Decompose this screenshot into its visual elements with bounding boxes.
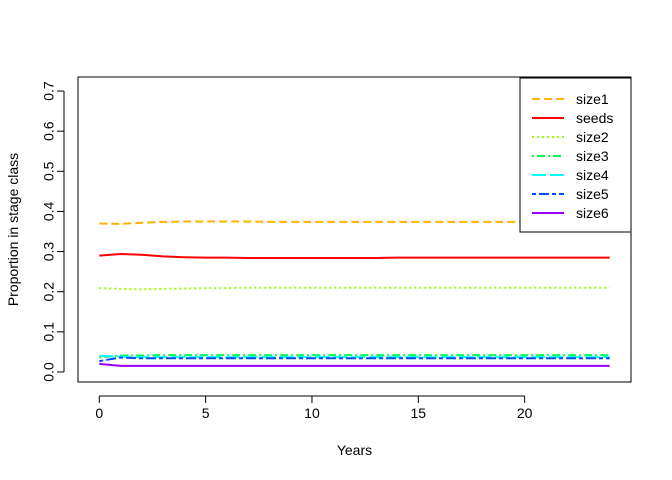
x-axis-label: Years [337,442,372,458]
series-line-size4 [99,354,610,359]
y-tick-label: 0.1 [41,322,57,342]
legend-label-size3: size3 [576,148,609,164]
x-tick-label: 5 [202,405,210,421]
legend-label-seeds: seeds [576,110,613,126]
series-line-size3 [99,354,610,359]
x-tick-label: 10 [304,405,320,421]
y-tick-label: 0.3 [41,242,57,262]
axes-group: 0 5 10 15 20 0.0 0.1 0.2 0.3 0.4 0.5 0.6 0.7 [41,81,533,421]
series-line-size6 [99,362,610,367]
y-tick-label: 0.4 [41,201,57,221]
legend-label-size2: size2 [576,129,609,145]
series-lines-group [99,220,610,367]
y-tick-label: 0.7 [41,81,57,101]
series-line-seeds [99,252,610,259]
x-tick-label: 0 [95,405,103,421]
legend: size1 seeds size2 size3 size4 size5 size6 [519,77,632,233]
legend-label-size6: size6 [576,205,609,221]
series-line-size5 [99,356,610,363]
x-tick-label: 15 [411,405,427,421]
y-axis-label: Proportion in stage class [5,153,21,306]
series-line-size2 [99,286,610,291]
y-tick-label: 0.2 [41,282,57,302]
legend-label-size1: size1 [576,91,609,107]
y-tick-label: 0.0 [41,362,57,382]
legend-label-size5: size5 [576,186,609,202]
x-tick-label: 20 [517,405,533,421]
legend-label-size4: size4 [576,167,609,183]
y-tick-label: 0.5 [41,161,57,181]
y-tick-label: 0.6 [41,121,57,141]
